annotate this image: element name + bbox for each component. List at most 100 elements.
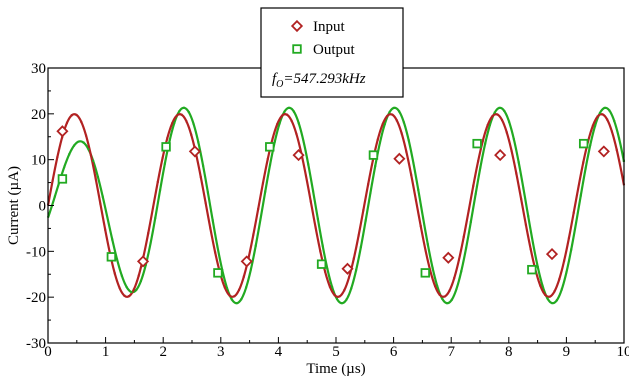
input-sample-dot xyxy=(358,235,360,237)
output-sample-dot xyxy=(589,144,591,146)
input-sample-dot xyxy=(362,209,364,211)
input-sample-dot xyxy=(147,232,149,234)
output-sample-dot xyxy=(389,111,391,113)
input-sample-dot xyxy=(99,203,101,205)
output-sample-dot xyxy=(398,110,400,112)
output-sample-dot xyxy=(169,140,171,142)
output-marker xyxy=(108,253,116,261)
output-marker xyxy=(370,151,378,159)
input-sample-dot xyxy=(276,123,278,125)
x-tick-label: 9 xyxy=(563,344,571,360)
input-sample-dot xyxy=(52,180,54,182)
output-sample-dot xyxy=(130,291,132,293)
input-sample-dot xyxy=(315,226,317,228)
y-axis-label: Current (µA) xyxy=(6,166,22,245)
input-sample-dot xyxy=(506,131,508,133)
output-sample-dot xyxy=(594,125,596,127)
output-marker xyxy=(318,260,326,268)
output-sample-dot xyxy=(68,153,70,155)
output-sample-dot xyxy=(365,220,367,222)
input-sample-dot xyxy=(185,120,187,122)
input-sample-dot xyxy=(329,286,331,288)
output-marker xyxy=(421,269,429,277)
output-sample-dot xyxy=(216,246,218,248)
output-sample-dot xyxy=(542,285,544,287)
x-tick-label: 7 xyxy=(447,344,455,360)
input-sample-dot xyxy=(501,119,503,121)
output-sample-dot xyxy=(298,122,300,124)
output-sample-dot xyxy=(499,107,501,109)
input-sample-dot xyxy=(133,288,135,290)
input-sample-dot xyxy=(401,132,403,134)
output-sample-dot xyxy=(369,192,371,194)
input-sample-dot xyxy=(391,114,393,116)
legend-output-marker xyxy=(293,45,301,53)
output-sample-dot xyxy=(54,195,56,197)
output-sample-dot xyxy=(494,112,496,114)
input-marker xyxy=(395,154,405,164)
output-sample-dot xyxy=(279,122,281,124)
input-sample-dot xyxy=(262,182,264,184)
input-sample-dot xyxy=(104,229,106,231)
x-tick-label: 6 xyxy=(390,344,398,360)
x-tick-label: 2 xyxy=(159,344,167,360)
output-sample-dot xyxy=(111,239,113,241)
output-sample-dot xyxy=(264,190,266,192)
input-sample-dot xyxy=(348,276,350,278)
output-sample-dot xyxy=(460,270,462,272)
output-sample-dot xyxy=(259,218,261,220)
output-sample-dot xyxy=(193,123,195,125)
input-sample-dot xyxy=(343,289,345,291)
output-sample-dot xyxy=(604,107,606,109)
input-sample-dot xyxy=(324,271,326,273)
input-sample-dot xyxy=(410,174,412,176)
output-sample-dot xyxy=(236,302,238,304)
input-sample-dot xyxy=(592,125,594,127)
input-sample-dot xyxy=(477,160,479,162)
input-sample-dot xyxy=(582,161,584,163)
output-sample-dot xyxy=(580,194,582,196)
output-sample-dot xyxy=(331,286,333,288)
output-sample-dot xyxy=(379,142,381,144)
input-sample-dot xyxy=(377,139,379,141)
input-sample-dot xyxy=(520,198,522,200)
output-sample-dot xyxy=(121,275,123,277)
y-tick-label: 0 xyxy=(39,199,47,215)
input-sample-dot xyxy=(563,260,565,262)
input-sample-dot xyxy=(209,227,211,229)
output-sample-dot xyxy=(197,141,199,143)
output-sample-dot xyxy=(518,161,520,163)
output-sample-dot xyxy=(446,302,448,304)
input-marker xyxy=(547,249,557,259)
input-marker xyxy=(444,253,454,263)
output-sample-dot xyxy=(207,191,209,193)
output-sample-dot xyxy=(164,163,166,165)
input-sample-dot xyxy=(601,113,603,115)
input-sample-dot xyxy=(319,250,321,252)
input-sample-dot xyxy=(76,114,78,116)
output-sample-dot xyxy=(126,286,128,288)
output-sample-dot xyxy=(393,107,395,109)
output-sample-dot xyxy=(173,122,175,124)
y-tick-label: 20 xyxy=(31,107,46,123)
output-sample-dot xyxy=(322,245,324,247)
input-sample-dot xyxy=(568,237,570,239)
input-sample-dot xyxy=(616,149,618,151)
input-sample-dot xyxy=(448,290,450,292)
output-sample-dot xyxy=(613,120,615,122)
input-sample-dot xyxy=(281,115,283,117)
output-sample-dot xyxy=(283,111,285,113)
legend-label: Output xyxy=(313,42,356,58)
output-sample-dot xyxy=(178,110,180,112)
output-sample-dot xyxy=(508,121,510,123)
legend-label: Input xyxy=(313,19,345,35)
input-sample-dot xyxy=(152,207,154,209)
input-sample-dot xyxy=(525,224,527,226)
input-sample-dot xyxy=(491,115,493,117)
input-sample-dot xyxy=(157,181,159,183)
output-sample-dot xyxy=(561,289,563,291)
output-sample-dot xyxy=(240,298,242,300)
